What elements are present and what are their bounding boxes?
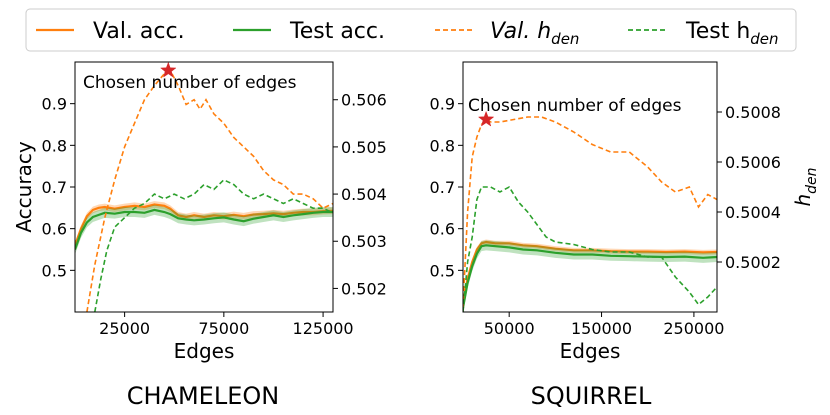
series-band-val-acc — [463, 239, 717, 307]
y-right-axis-label: hden — [791, 167, 820, 206]
y-left-tick-label: 0.7 — [42, 178, 67, 197]
y-left-tick-label: 0.5 — [430, 261, 455, 280]
chart-panel-squirrel: 50000 150000 250000 0.5 0.6 0.7 0.8 0.9 0.5002 0.… — [430, 61, 820, 410]
legend-label-val-hden-sub: den — [551, 30, 579, 48]
series-line-test-acc — [463, 244, 717, 308]
y-right-tick-label: 0.505 — [341, 138, 387, 157]
x-axis-label: Edges — [174, 339, 235, 363]
y-left-tick-label: 0.6 — [42, 220, 67, 239]
plot-frame — [74, 61, 334, 313]
y-left-tick-label: 0.7 — [430, 178, 455, 197]
y-right-tick-label: 0.502 — [341, 279, 387, 298]
x-axis-label: Edges — [560, 339, 621, 363]
legend-frame — [25, 8, 797, 52]
plot-area — [75, 69, 333, 312]
y-right-tick-label: 0.503 — [341, 232, 387, 251]
series-band-test-acc — [75, 204, 333, 255]
series-line-val-h-den — [463, 116, 717, 308]
chart-panel-chameleon: 25000 75000 125000 0.5 0.6 0.7 0.8 0.9 0.502 0.50… — [12, 61, 387, 410]
annotation-chosen-edges: Chosen number of edges — [468, 96, 682, 116]
legend-label-val-hden: Val. hden — [490, 19, 579, 48]
y-left-tick-label: 0.5 — [42, 261, 67, 280]
x-tick-label: 75000 — [198, 319, 249, 338]
series-band-test-acc — [463, 240, 717, 312]
legend-label-val-hden-main: Val. h — [490, 19, 551, 44]
y-left-tick-label: 0.8 — [430, 136, 455, 155]
x-tick-label: 125000 — [293, 319, 354, 338]
legend-label-test-hden-main: Test h — [685, 19, 750, 44]
chosen-star-marker — [477, 110, 495, 127]
legend-label-test-hden: Test hden — [685, 19, 779, 48]
annotation-chosen-edges: Chosen number of edges — [83, 73, 297, 93]
chosen-star-marker — [160, 61, 177, 78]
dataset-title: SQUIRREL — [531, 382, 652, 410]
y-axis-label: Accuracy — [12, 141, 36, 232]
dataset-title: CHAMELEON — [127, 382, 279, 410]
series-line-test-acc — [75, 208, 333, 250]
legend-label-test-acc: Test acc. — [289, 19, 385, 44]
y-right-tick-label: 0.5004 — [725, 203, 781, 222]
x-tick-label: 50000 — [484, 319, 535, 338]
y-left-tick-label: 0.9 — [42, 95, 67, 114]
series-line-val-acc — [75, 203, 333, 246]
y-left-tick-label: 0.8 — [42, 136, 67, 155]
series-line-val-h-den — [86, 69, 333, 312]
y-right-tick-label: 0.504 — [341, 185, 387, 204]
series-line-test-h-den — [463, 185, 717, 312]
x-tick-label: 150000 — [571, 319, 632, 338]
x-tick-label: 25000 — [99, 319, 150, 338]
y-right-tick-label: 0.5002 — [725, 253, 781, 272]
y-left-tick-label: 0.6 — [430, 220, 455, 239]
y-right-tick-label: 0.5008 — [725, 103, 781, 122]
x-tick-label: 250000 — [663, 319, 724, 338]
plot-area — [463, 116, 717, 312]
series-line-test-h-den — [94, 178, 333, 312]
y-left-tick-label: 0.9 — [430, 95, 455, 114]
series-line-val-acc — [463, 240, 717, 304]
legend: Val. acc. Test acc. Val. hden Test hden — [25, 8, 797, 52]
y-right-tick-label: 0.506 — [341, 91, 387, 110]
legend-label-test-hden-sub: den — [750, 30, 778, 48]
y-right-tick-label: 0.5006 — [725, 153, 781, 172]
legend-label-val-acc: Val. acc. — [93, 19, 185, 44]
